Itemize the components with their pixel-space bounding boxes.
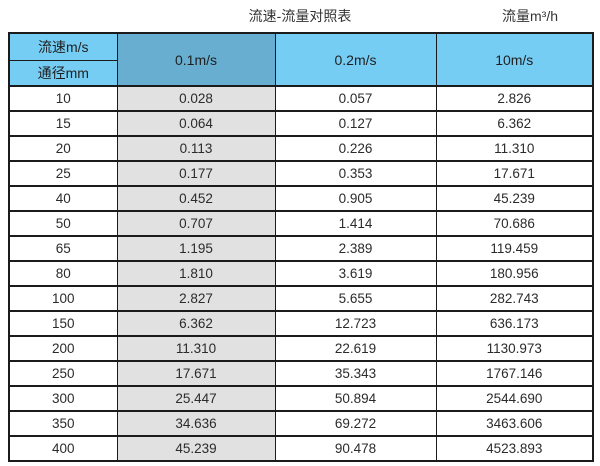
flow-rate-table: 流速m/s 0.1m/s 0.2m/s 10m/s 通径mm 10 0.028 0.…: [8, 32, 594, 462]
flow-0-1ms-cell: 0.707: [116, 210, 276, 237]
flow-0-2ms-cell: 0.905: [274, 185, 437, 212]
flow-0-1ms-cell: 1.195: [116, 235, 276, 262]
flow-0-2ms-cell: 69.272: [274, 410, 437, 437]
table-row: 400 45.239 90.478 4523.893: [8, 435, 594, 462]
flow-10ms-cell: 4523.893: [435, 435, 594, 462]
flow-0-2ms-cell: 1.414: [274, 210, 437, 237]
flow-0-2ms-cell: 90.478: [274, 435, 437, 462]
flow-10ms-cell: 119.459: [435, 235, 594, 262]
flow-0-1ms-cell: 2.827: [116, 285, 276, 312]
header-col-0-1ms: 0.1m/s: [116, 32, 276, 87]
flow-0-2ms-cell: 0.127: [274, 110, 437, 137]
flow-0-2ms-cell: 0.226: [274, 135, 437, 162]
flow-0-1ms-cell: 0.028: [116, 85, 276, 112]
table-row: 20 0.113 0.226 11.310: [8, 135, 594, 162]
diameter-cell: 300: [8, 385, 118, 412]
flow-0-1ms-cell: 17.671: [116, 360, 276, 387]
header-diameter: 通径mm: [8, 59, 118, 87]
diameter-cell: 80: [8, 260, 118, 287]
flow-0-1ms-cell: 0.064: [116, 110, 276, 137]
flow-0-2ms-cell: 5.655: [274, 285, 437, 312]
table-row: 350 34.636 69.272 3463.606: [8, 410, 594, 437]
diameter-cell: 15: [8, 110, 118, 137]
flow-0-1ms-cell: 0.177: [116, 160, 276, 187]
header-col-10ms: 10m/s: [435, 32, 594, 87]
flow-0-2ms-cell: 3.619: [274, 260, 437, 287]
diameter-cell: 40: [8, 185, 118, 212]
flow-0-1ms-cell: 45.239: [116, 435, 276, 462]
flow-10ms-cell: 3463.606: [435, 410, 594, 437]
diameter-cell: 350: [8, 410, 118, 437]
flow-0-1ms-cell: 11.310: [116, 335, 276, 362]
table-row: 25 0.177 0.353 17.671: [8, 160, 594, 187]
table-row: 65 1.195 2.389 119.459: [8, 235, 594, 262]
flow-0-1ms-cell: 1.810: [116, 260, 276, 287]
flow-10ms-cell: 45.239: [435, 185, 594, 212]
diameter-cell: 250: [8, 360, 118, 387]
header-flow-velocity: 流速m/s: [8, 32, 118, 61]
flow-0-2ms-cell: 0.353: [274, 160, 437, 187]
table-body: 10 0.028 0.057 2.826 15 0.064 0.127 6.362 20 0.11…: [8, 85, 594, 462]
diameter-cell: 10: [8, 85, 118, 112]
table-row: 15 0.064 0.127 6.362: [8, 110, 594, 137]
flow-0-1ms-cell: 0.452: [116, 185, 276, 212]
table-row: 200 11.310 22.619 1130.973: [8, 335, 594, 362]
table-row: 150 6.362 12.723 636.173: [8, 310, 594, 337]
flow-unit-title: 流量m³/h: [502, 8, 558, 24]
flow-0-2ms-cell: 2.389: [274, 235, 437, 262]
flow-0-2ms-cell: 22.619: [274, 335, 437, 362]
flow-0-2ms-cell: 0.057: [274, 85, 437, 112]
diameter-cell: 400: [8, 435, 118, 462]
flow-10ms-cell: 11.310: [435, 135, 594, 162]
table-row: 40 0.452 0.905 45.239: [8, 185, 594, 212]
title-bar: 流速-流量对照表 流量m³/h: [0, 0, 600, 30]
flow-10ms-cell: 2.826: [435, 85, 594, 112]
page-title: 流速-流量对照表: [248, 8, 352, 24]
flow-10ms-cell: 1767.146: [435, 360, 594, 387]
flow-0-1ms-cell: 0.113: [116, 135, 276, 162]
flow-10ms-cell: 70.686: [435, 210, 594, 237]
table-row: 100 2.827 5.655 282.743: [8, 285, 594, 312]
flow-10ms-cell: 2544.690: [435, 385, 594, 412]
table-row: 250 17.671 35.343 1767.146: [8, 360, 594, 387]
flow-10ms-cell: 282.743: [435, 285, 594, 312]
flow-10ms-cell: 1130.973: [435, 335, 594, 362]
header-col-0-2ms: 0.2m/s: [274, 32, 437, 87]
table-row: 80 1.810 3.619 180.956: [8, 260, 594, 287]
diameter-cell: 65: [8, 235, 118, 262]
diameter-cell: 50: [8, 210, 118, 237]
table-row: 10 0.028 0.057 2.826: [8, 85, 594, 112]
flow-0-2ms-cell: 12.723: [274, 310, 437, 337]
flow-10ms-cell: 636.173: [435, 310, 594, 337]
diameter-cell: 100: [8, 285, 118, 312]
flow-10ms-cell: 6.362: [435, 110, 594, 137]
table-row: 50 0.707 1.414 70.686: [8, 210, 594, 237]
flow-0-1ms-cell: 34.636: [116, 410, 276, 437]
flow-10ms-cell: 180.956: [435, 260, 594, 287]
flow-0-1ms-cell: 25.447: [116, 385, 276, 412]
flow-0-1ms-cell: 6.362: [116, 310, 276, 337]
flow-0-2ms-cell: 35.343: [274, 360, 437, 387]
diameter-cell: 200: [8, 335, 118, 362]
flow-0-2ms-cell: 50.894: [274, 385, 437, 412]
diameter-cell: 25: [8, 160, 118, 187]
diameter-cell: 20: [8, 135, 118, 162]
flow-10ms-cell: 17.671: [435, 160, 594, 187]
table-row: 300 25.447 50.894 2544.690: [8, 385, 594, 412]
diameter-cell: 150: [8, 310, 118, 337]
table-header: 流速m/s 0.1m/s 0.2m/s 10m/s 通径mm: [8, 32, 594, 87]
